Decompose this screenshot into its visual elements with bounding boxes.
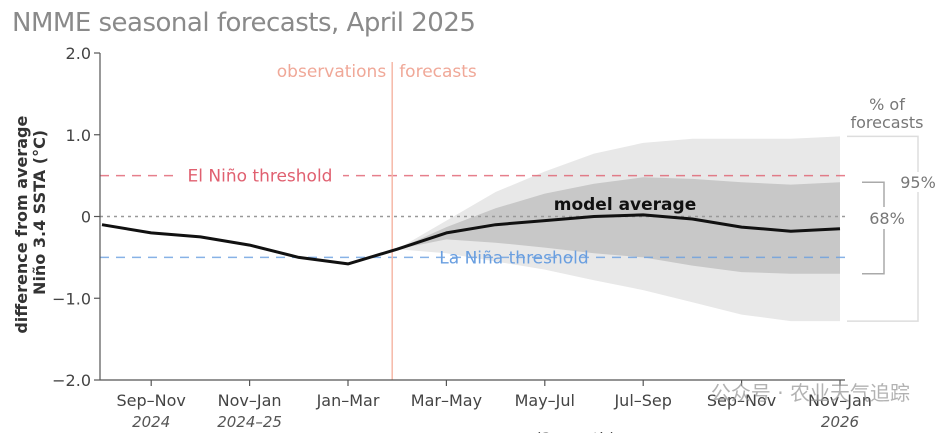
x-tick-label: Jan–Mar [316, 391, 380, 410]
series-layer [101, 213, 841, 266]
model-average-label: model average [554, 195, 696, 215]
observations-label: observations [277, 62, 387, 82]
forecasts-label: forecasts [399, 62, 477, 82]
reference-lines [100, 62, 845, 380]
y-tick-label: −1.0 [52, 289, 91, 308]
x-axis-label: season (3-month) [474, 429, 616, 433]
y-tick-label: 2.0 [66, 44, 91, 63]
legend-95-bg [896, 172, 940, 192]
x-tick-label: May–Jul [515, 391, 575, 410]
legend-95-label: 95% [900, 173, 936, 192]
la-nina-threshold-label: La Niña threshold [439, 248, 588, 268]
y-tick-label: 0 [81, 208, 91, 227]
model-average-line [101, 213, 841, 266]
x-tick-label: Nov–Jan [808, 391, 872, 410]
watermark: 公众号 · 农业天气追踪 [711, 381, 910, 405]
legend-68-bg [866, 207, 906, 229]
watermark-text: 公众号 · 农业天气追踪 [711, 381, 910, 405]
y-axis-label: difference from average [12, 116, 31, 334]
el-nino-threshold-label: El Niño threshold [188, 167, 333, 187]
x-tick-label: Jul–Sep [613, 391, 671, 410]
band-68-percent [397, 177, 840, 274]
legend-95-bracket [847, 135, 919, 322]
x-tick-year: 2024 [132, 413, 170, 431]
x-tick-year: 2026 [821, 413, 859, 431]
y-axis-label-unit: Niño 3.4 SSTA (°C) [30, 130, 49, 295]
y-tick-label: 1.0 [66, 126, 91, 145]
x-tick-label: Nov–Jan [218, 391, 282, 410]
x-tick-label: Sep–Nov [117, 391, 186, 410]
annotations: observations forecasts El Niño threshold La… [177, 62, 696, 268]
x-tick-year: 2024–25 [217, 413, 282, 431]
uncertainty-bands [397, 136, 840, 322]
chart-title: NMME seasonal forecasts, April 2025 [12, 8, 475, 38]
x-tick-label: Sep–Nov [707, 391, 776, 410]
axes: 2.0 1.0 0 −1.0 −2.0 Sep–Nov 2024 Nov–Jan 2024–25… [12, 44, 872, 433]
el-nino-threshold-label-bg [177, 163, 343, 186]
x-tick-label: Mar–May [411, 391, 482, 410]
legend-68-label: 68% [869, 209, 905, 228]
y-tick-label: −2.0 [52, 371, 91, 390]
legend-title-line-2: forecasts [850, 113, 923, 132]
legend-title-line-1: % of [869, 95, 905, 114]
